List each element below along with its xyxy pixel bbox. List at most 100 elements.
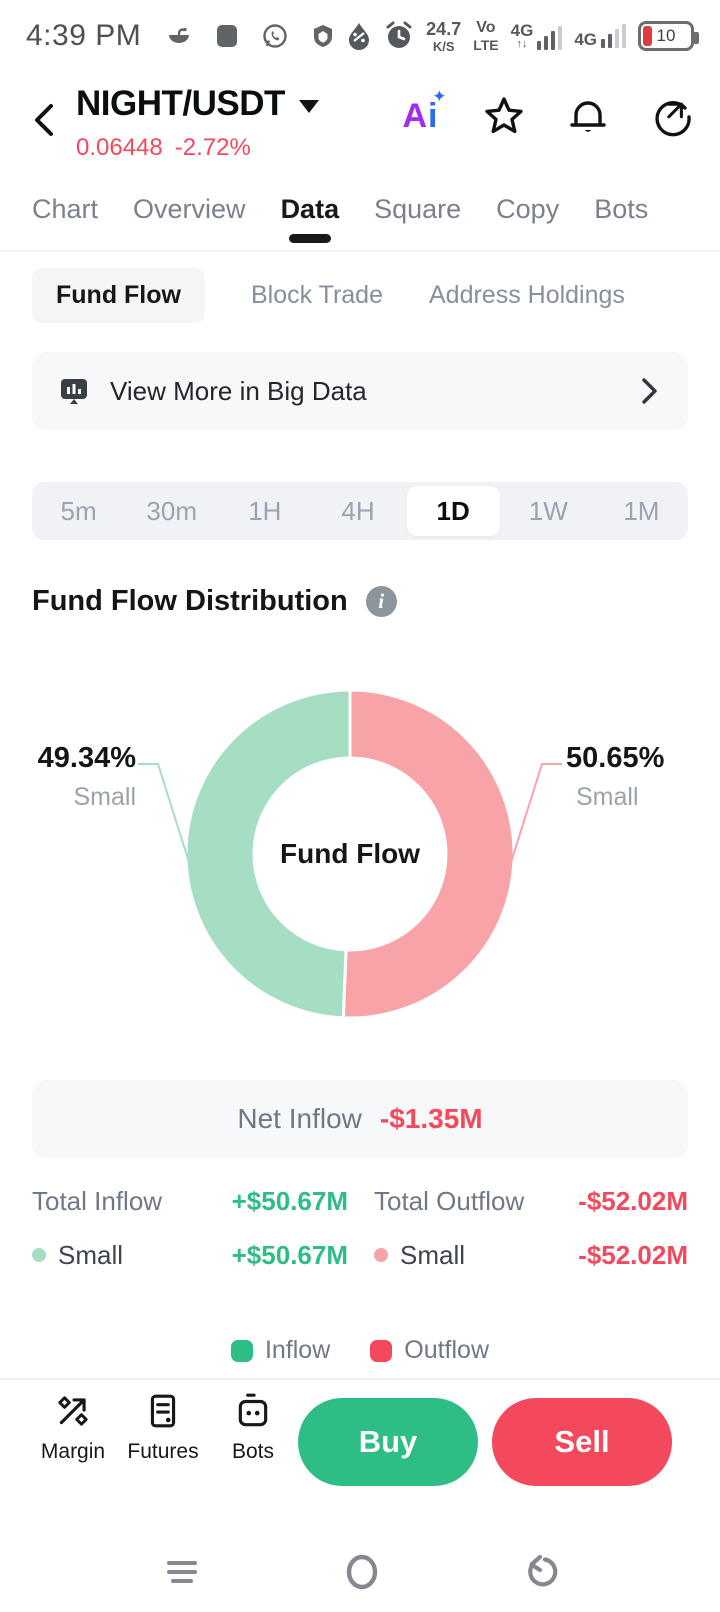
whatsapp-icon: [263, 24, 287, 48]
timeframe-selector: 5m 30m 1H 4H 1D 1W 1M: [32, 482, 688, 540]
sim1-signal: 4G ↑↓: [511, 22, 563, 50]
alarm-clock-icon: [386, 21, 412, 48]
big-data-banner[interactable]: View More in Big Data: [32, 352, 688, 430]
tab-chart[interactable]: Chart: [32, 193, 99, 224]
buy-button[interactable]: Buy: [298, 1398, 478, 1486]
total-outflow-value: -$52.02M: [578, 1185, 688, 1216]
tab-square[interactable]: Square: [374, 193, 462, 224]
back-arrow-icon: [528, 1555, 558, 1587]
clock-time: 4:39 PM: [26, 19, 142, 52]
right-callout-line: [493, 763, 562, 917]
donut-slice-inflow-small[interactable]: [184, 688, 352, 1020]
donut-svg[interactable]: [0, 688, 720, 1022]
timeframe-5m[interactable]: 5m: [60, 495, 97, 526]
left-callout-line: [138, 763, 207, 917]
status-bar: 4:39 PM 24.7 K/S Vo LTE 4G ↑↓ 4G: [0, 0, 720, 72]
robot-icon: [238, 1393, 268, 1427]
info-icon[interactable]: i: [365, 586, 397, 617]
small-outflow-label: Small: [374, 1240, 465, 1271]
outflow-swatch-icon: [370, 1339, 393, 1362]
small-outflow-value: -$52.02M: [578, 1239, 688, 1270]
margin-button[interactable]: Margin: [28, 1392, 118, 1464]
net-inflow-label: Net Inflow: [237, 1103, 362, 1134]
trade-shortcuts: Margin Futures Bots: [28, 1392, 298, 1464]
timeframe-1d[interactable]: 1D: [406, 486, 500, 536]
donut-center-label: Fund Flow: [280, 838, 420, 869]
sparkle-icon: ✦: [432, 86, 447, 106]
square-notification-icon: [217, 25, 238, 47]
battery-fill: [643, 26, 652, 46]
timeframe-1h[interactable]: 1H: [248, 495, 282, 526]
home-button[interactable]: [340, 1550, 384, 1594]
outflow-percent: 50.65%: [566, 742, 665, 774]
battery-percent: 10: [656, 26, 676, 45]
total-inflow-value: +$50.67M: [231, 1185, 348, 1216]
back-chevron-icon: [35, 104, 53, 136]
alerts-button[interactable]: [566, 94, 610, 138]
network-speed: 24.7 K/S: [426, 18, 462, 54]
tab-bots[interactable]: Bots: [594, 193, 649, 224]
sim2-signal: 4G: [574, 24, 626, 48]
margin-percent-arrow-icon: [58, 1396, 88, 1426]
outflow-callout-label: Small: [576, 783, 639, 811]
inflow-dot-icon: [32, 1248, 46, 1262]
active-tab-indicator: [288, 233, 331, 243]
bell-icon: [570, 101, 606, 132]
price-row: 0.06448 -2.72%: [76, 134, 251, 162]
small-orders-row: Small +$50.67M Small -$52.02M: [32, 1238, 688, 1272]
subtab-block-trade[interactable]: Block Trade: [250, 281, 383, 309]
inflow-swatch-icon: [230, 1339, 253, 1362]
outflow-dot-icon: [374, 1248, 388, 1262]
back-nav-button[interactable]: [520, 1550, 564, 1594]
tab-copy[interactable]: Copy: [496, 193, 560, 224]
legend-outflow: Outflow: [370, 1336, 489, 1365]
bots-button[interactable]: Bots: [208, 1392, 298, 1464]
subtab-address-holdings[interactable]: Address Holdings: [428, 281, 625, 309]
favorite-button[interactable]: [482, 94, 526, 138]
inflow-callout-label: Small: [73, 783, 136, 811]
inflow-callout: 49.34% Small: [36, 744, 136, 810]
battery-icon: 10: [638, 21, 699, 51]
price-change: -2.72%: [174, 134, 251, 161]
water-drop-icon: [349, 23, 370, 50]
last-price: 0.06448: [76, 134, 163, 161]
futures-contract-icon: [150, 1394, 176, 1428]
timeframe-1w[interactable]: 1W: [528, 495, 568, 526]
timeframe-1m[interactable]: 1M: [623, 495, 660, 526]
notification-icons: [165, 22, 337, 50]
section-title: Fund Flow Distribution: [32, 585, 348, 617]
legend-inflow: Inflow: [230, 1336, 330, 1365]
pair-selector[interactable]: NIGHT/USDT: [76, 84, 319, 124]
big-data-chart-icon: [61, 379, 87, 404]
tab-overview[interactable]: Overview: [133, 193, 246, 224]
recents-button[interactable]: [160, 1550, 204, 1594]
small-inflow-label: Small: [32, 1240, 123, 1271]
bowl-notification-icon: [169, 27, 190, 43]
timeframe-30m[interactable]: 30m: [146, 495, 197, 526]
pair-title: NIGHT/USDT: [76, 84, 285, 123]
tab-data[interactable]: Data: [281, 190, 339, 243]
status-indicators: 24.7 K/S Vo LTE 4G ↑↓ 4G 10: [346, 18, 699, 54]
dropdown-caret-icon: [298, 99, 319, 113]
back-button[interactable]: [26, 100, 66, 140]
sell-button[interactable]: Sell: [492, 1398, 672, 1486]
futures-button[interactable]: Futures: [118, 1392, 208, 1464]
chart-legend: Inflow Outflow: [0, 1336, 720, 1365]
subtab-fund-flow[interactable]: Fund Flow: [32, 268, 205, 323]
data-sub-tabs: Fund Flow Block Trade Address Holdings: [32, 268, 625, 323]
bottom-divider: [0, 1378, 720, 1380]
net-inflow-value: -$1.35M: [379, 1103, 483, 1134]
home-circle-icon: [346, 1554, 378, 1590]
timeframe-4h[interactable]: 4H: [341, 495, 375, 526]
signal-bars-icon: [601, 24, 626, 48]
share-icon: [655, 100, 691, 137]
donut-slice-outflow-small[interactable]: [341, 688, 516, 1020]
net-inflow-card: Net Inflow -$1.35M: [32, 1080, 688, 1158]
outflow-callout: 50.65% Small: [566, 744, 686, 810]
share-button[interactable]: [650, 94, 694, 138]
menu-lines-icon: [167, 1561, 197, 1583]
